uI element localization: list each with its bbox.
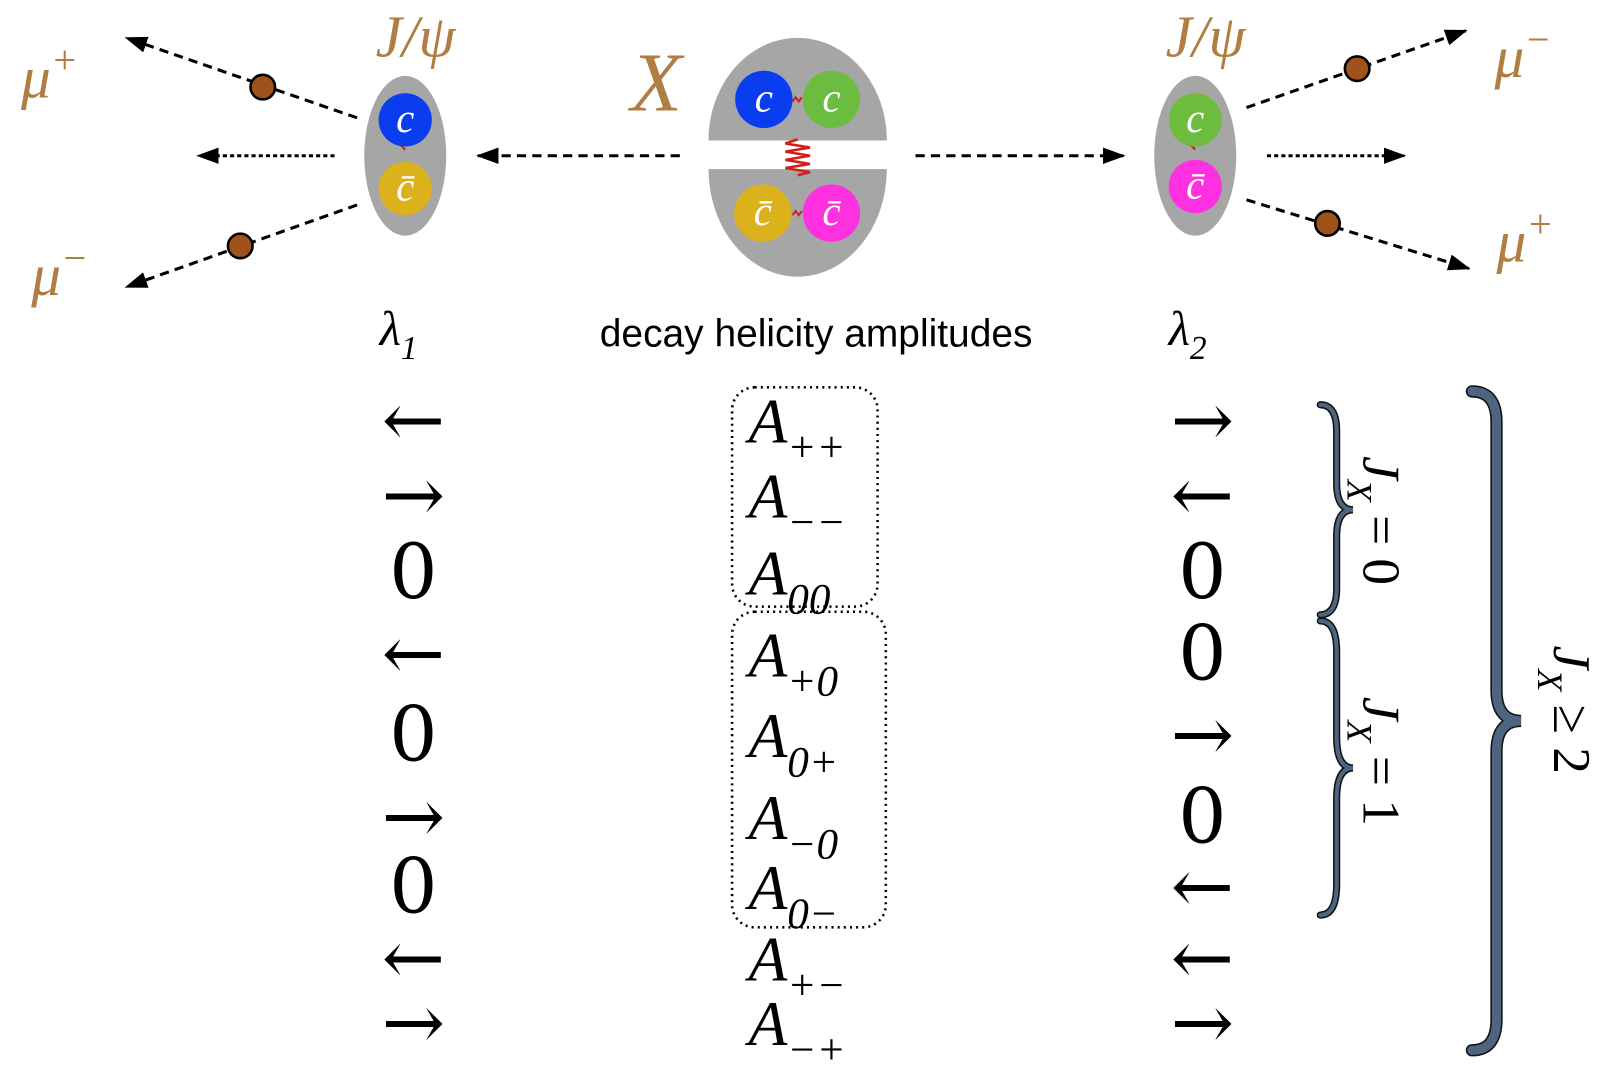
amplitude-base: A [744,619,788,690]
amplitude-sub: ++ [787,425,845,472]
amplitude-base: A [744,852,788,923]
lambda-label-base: λ [378,300,401,355]
muon-label: μ− [1493,17,1551,90]
group-label-rest: ≥ 2 [1542,691,1601,774]
brace [1320,621,1353,915]
lambda1-value: ← [382,610,446,698]
lambda-label: λ2 [1167,300,1207,367]
lambda2-value: ← [1171,451,1235,539]
amplitude-sub: −− [787,500,845,547]
group-label: JX = 1 [1339,697,1410,826]
amplitude-base: A [744,386,788,457]
muon-label-sup: + [51,38,78,83]
lambda-label-sub: 1 [401,330,418,367]
diagram: c c̄ c c c̄ c̄ X c c̄ J/ψ J/ψ decay heli… [0,0,1622,1080]
lambda2-value: → [1171,691,1235,779]
quark-label: c̄ [1186,161,1205,207]
group-label-rest: = 0 [1351,502,1410,585]
muon-label: μ+ [1496,202,1554,275]
brace [1472,391,1521,1050]
group-label-rest: = 1 [1351,743,1410,826]
lambda-label-base: λ [1167,300,1190,355]
group-label-base: J [1351,456,1410,482]
quark-label: c [822,74,840,120]
quark-label: c [755,74,773,120]
lambda-label: λ1 [378,300,418,367]
amplitude-base: A [744,988,788,1059]
lambda1-value: → [382,451,446,539]
amplitude: A−− [744,460,845,546]
amplitude-sub: 0− [787,891,838,938]
amplitude-sub: +− [787,963,845,1010]
gluon [793,97,802,101]
group-label-sub: X [1339,718,1379,744]
amplitude-sub: 0+ [787,739,838,786]
lambda2-value: 0 [1178,528,1226,616]
lambda2-value: → [1171,979,1235,1067]
column-title: decay helicity amplitudes [600,312,1033,355]
quark-label: c [1186,95,1204,141]
amplitude-sub: 00 [787,576,831,623]
amplitude: A++ [744,386,845,472]
muon-label-sup: − [1524,17,1551,62]
amplitude-base: A [744,537,788,608]
muon-label-base: μ [30,242,61,308]
page: {"particles": {"x_label": "X", "jpsi_lef… [0,0,1622,1080]
amplitude-sub: −0 [787,821,838,868]
lambda2-value: 0 [1178,610,1226,698]
group-label: JX = 0 [1339,456,1410,585]
lambda1-value: 0 [389,528,437,616]
muon-label-sup: + [1526,202,1553,247]
amplitude-base: A [744,460,788,531]
brace [1320,405,1353,615]
quark-label: c [396,95,414,141]
group-label: JX ≥ 2 [1530,646,1601,774]
amplitude: A00 [744,537,830,623]
muon-label: μ+ [20,38,78,111]
quark-label: c̄ [754,188,773,234]
amplitude: A0+ [744,700,838,786]
muon-label-sup: − [61,235,88,280]
group-label-base: J [1542,646,1601,672]
quark-label: c̄ [396,163,415,209]
jpsi-label: J/ψ [1166,3,1247,69]
quark-label: c̄ [822,188,841,234]
amplitude-sub: +0 [787,658,838,705]
muon-label: μ− [30,235,88,308]
muon-label-base: μ [1493,24,1524,90]
amplitude-base: A [744,782,788,853]
lambda1-value: → [382,979,446,1067]
x-blob [709,169,887,277]
amplitude: A+0 [744,619,838,705]
amplitude-base: A [744,924,788,995]
group-label-sub: X [1339,478,1379,504]
lambda1-value: 0 [389,691,437,779]
gluon [793,211,802,215]
lambda-label-sub: 2 [1190,330,1207,367]
group-label-sub: X [1530,667,1570,693]
muon-label-base: μ [1496,208,1527,274]
group-label-base: J [1351,697,1410,723]
jpsi-label: J/ψ [376,3,457,69]
amplitude-base: A [744,700,788,771]
x-label: X [628,37,686,130]
amplitude-sub: −+ [787,1027,845,1074]
muon-label-base: μ [20,44,51,110]
